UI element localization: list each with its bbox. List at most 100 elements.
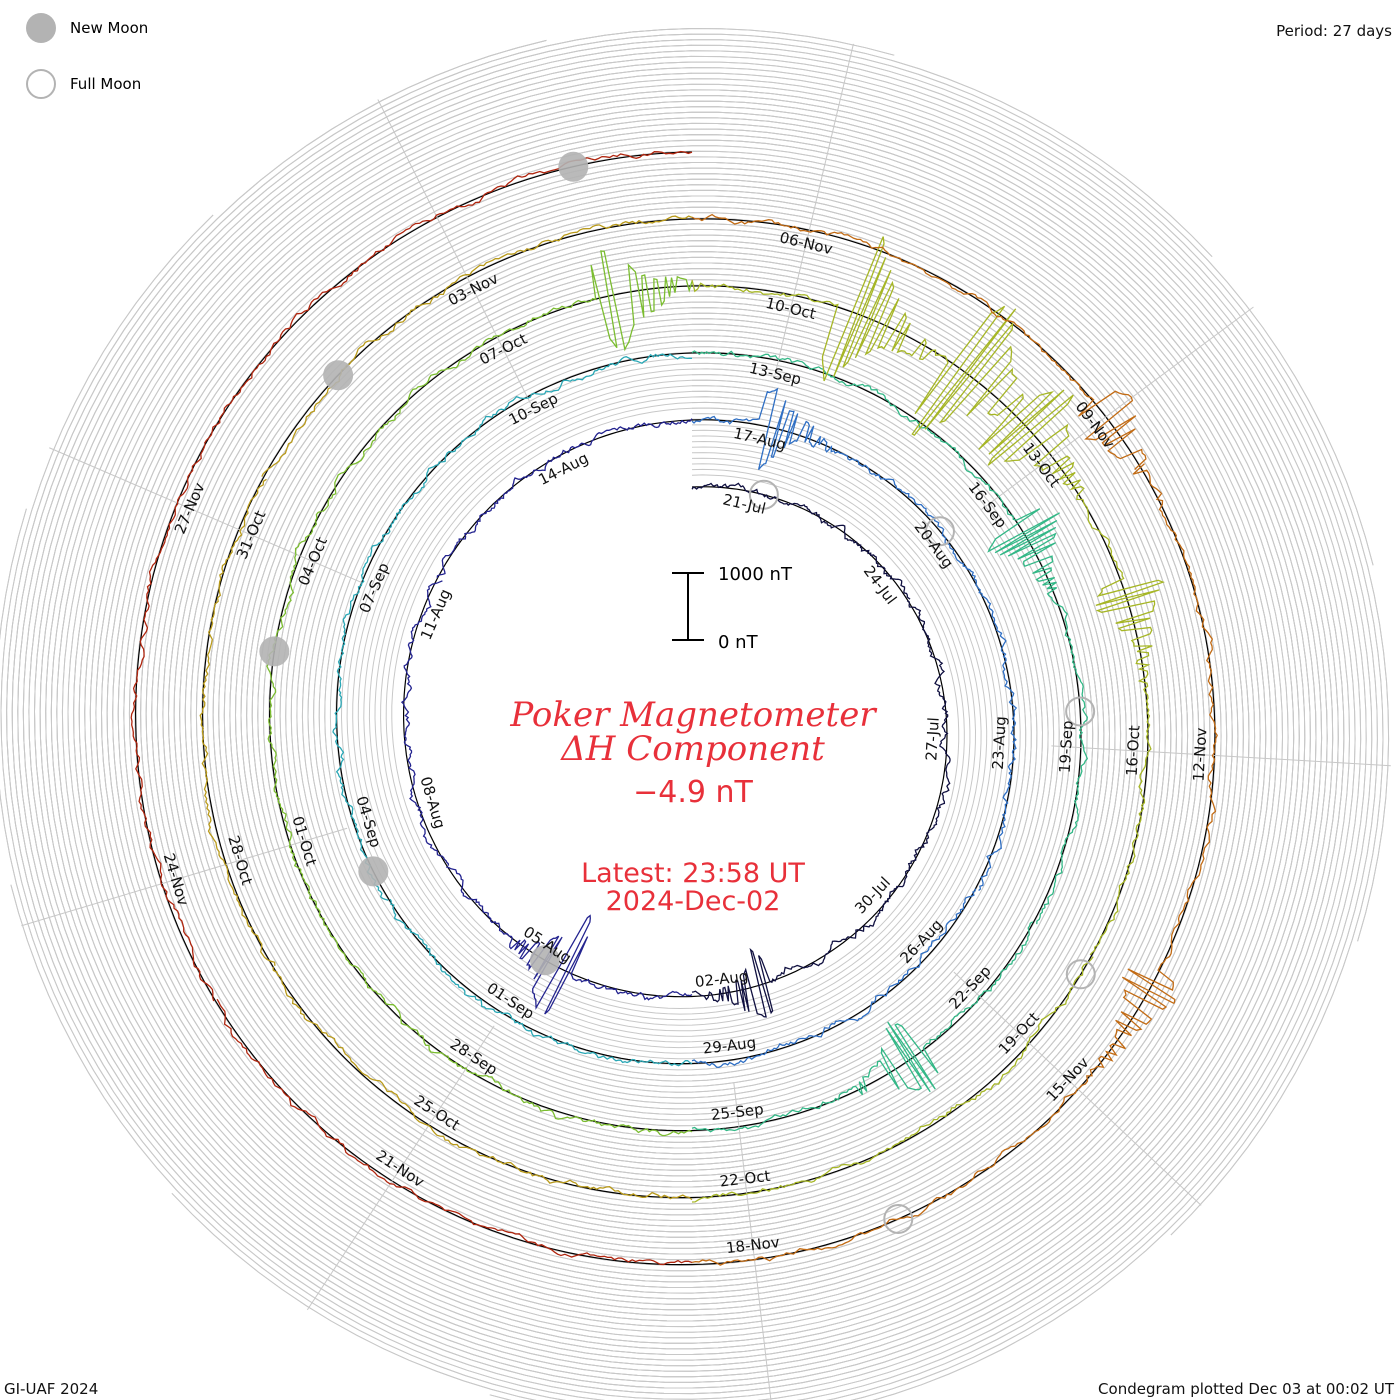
full-moon-marker <box>748 479 779 510</box>
grid-spiral <box>17 33 1334 1383</box>
day-spokes <box>21 43 1391 1400</box>
series-line <box>691 213 1147 470</box>
full-moon-marker <box>883 1203 914 1234</box>
new-moon-marker <box>358 856 389 887</box>
series-line <box>400 580 450 866</box>
series-line <box>446 866 693 1015</box>
spoke-line <box>733 1082 772 1400</box>
spoke-line <box>49 447 362 583</box>
spoke-line <box>377 99 531 404</box>
scale-bar: 1000 nT 0 nT <box>672 564 793 653</box>
date-label: 14-Aug <box>535 449 591 489</box>
date-label: 04-Sep <box>352 794 384 850</box>
latest-time: Latest: 23:58 UT <box>581 858 805 889</box>
grid-spiral <box>33 50 1384 1367</box>
moon-legend: New Moon Full Moon <box>26 12 148 124</box>
date-label: 16-Oct <box>1123 725 1144 777</box>
date-label: 07-Oct <box>477 330 531 369</box>
series-line <box>199 478 276 966</box>
grid-spiral <box>6 39 1345 1395</box>
date-label: 02-Aug <box>694 967 749 991</box>
spoke-line <box>306 1025 495 1311</box>
series-line <box>436 418 693 578</box>
grid-spiral <box>22 39 1374 1378</box>
grid-spiral <box>45 61 1373 1400</box>
spoke-line <box>1051 745 1391 767</box>
new-moon-marker <box>323 360 354 391</box>
series-line <box>216 998 693 1266</box>
series-line <box>691 853 917 1018</box>
date-label: 16-Sep <box>965 478 1011 531</box>
series-line <box>272 966 693 1201</box>
footer-credit: GI-UAF 2024 <box>4 1380 99 1398</box>
new-moon-marker <box>259 636 290 667</box>
legend-full-moon-label: Full Moon <box>70 75 142 93</box>
current-value: −4.9 nT <box>633 775 753 810</box>
date-label: 22-Oct <box>719 1167 772 1191</box>
series-line <box>329 933 693 1137</box>
series-line <box>691 888 977 1068</box>
data-traces <box>130 150 1218 1266</box>
date-label: 19-Sep <box>1056 720 1077 774</box>
date-label: 11-Aug <box>417 586 455 642</box>
series-line <box>261 215 693 477</box>
date-label: 27-Jul <box>922 717 942 761</box>
grid-spiral <box>39 55 1378 1400</box>
latest-date: 2024-Dec-02 <box>605 886 781 917</box>
scale-bar-top-label: 1000 nT <box>718 564 793 585</box>
spoke-line <box>980 306 1254 511</box>
series-line <box>691 236 1085 501</box>
spoke-line <box>774 43 854 375</box>
date-label: 29-Aug <box>702 1034 757 1058</box>
series-line <box>332 543 389 901</box>
moon-markers <box>259 151 1096 1234</box>
period-label: Period: 27 days <box>1276 22 1392 40</box>
series-line <box>389 898 693 1067</box>
grid-spiral <box>11 27 1339 1389</box>
series-line <box>691 482 911 600</box>
series-line <box>691 976 1175 1266</box>
date-label: 28-Oct <box>224 833 256 887</box>
grid-spiral <box>28 44 1390 1372</box>
series-line <box>691 956 1094 1203</box>
series-line <box>203 150 693 444</box>
date-label: 24-Nov <box>160 851 193 908</box>
series-line <box>906 600 951 856</box>
series-line <box>691 350 1058 553</box>
date-label: 18-Nov <box>725 1233 781 1257</box>
date-label: 24-Jul <box>860 562 900 608</box>
full-moon-icon <box>26 69 56 99</box>
series-line <box>965 566 1018 891</box>
series-line <box>1082 499 1165 956</box>
full-moon-marker <box>1065 959 1096 990</box>
footer-plot-time: Condegram plotted Dec 03 at 00:02 UT <box>1098 1380 1394 1398</box>
grid-spiral <box>0 78 1356 1400</box>
grid-spiral <box>0 83 1351 1400</box>
full-moon-marker <box>924 516 955 547</box>
series-line <box>130 443 215 1002</box>
date-label: 31-Oct <box>233 508 270 562</box>
grid-spiral <box>10 72 1362 1400</box>
date-label: 03-Nov <box>445 269 501 309</box>
series-line <box>691 921 1034 1133</box>
grid-spiral <box>50 67 1367 1400</box>
legend-row-full-moon: Full Moon <box>26 68 148 100</box>
series-line <box>691 387 967 568</box>
date-label: 25-Sep <box>710 1100 765 1124</box>
new-moon-marker <box>558 151 589 182</box>
date-label: 12-Nov <box>1189 727 1210 782</box>
new-moon-marker <box>529 945 560 976</box>
scale-bar-bottom-label: 0 nT <box>718 632 759 653</box>
date-label: 10-Sep <box>506 389 561 429</box>
series-line <box>377 353 693 545</box>
legend-new-moon-label: New Moon <box>70 19 149 37</box>
chart-title: Poker Magnetometer <box>510 695 876 735</box>
date-label: 23-Aug <box>989 716 1010 770</box>
series-line <box>1127 463 1218 1004</box>
series-line <box>322 250 693 513</box>
full-moon-marker <box>1065 696 1096 727</box>
chart-subtitle: ΔH Component <box>561 729 825 769</box>
legend-row-new-moon: New Moon <box>26 12 148 44</box>
new-moon-icon <box>26 13 56 43</box>
